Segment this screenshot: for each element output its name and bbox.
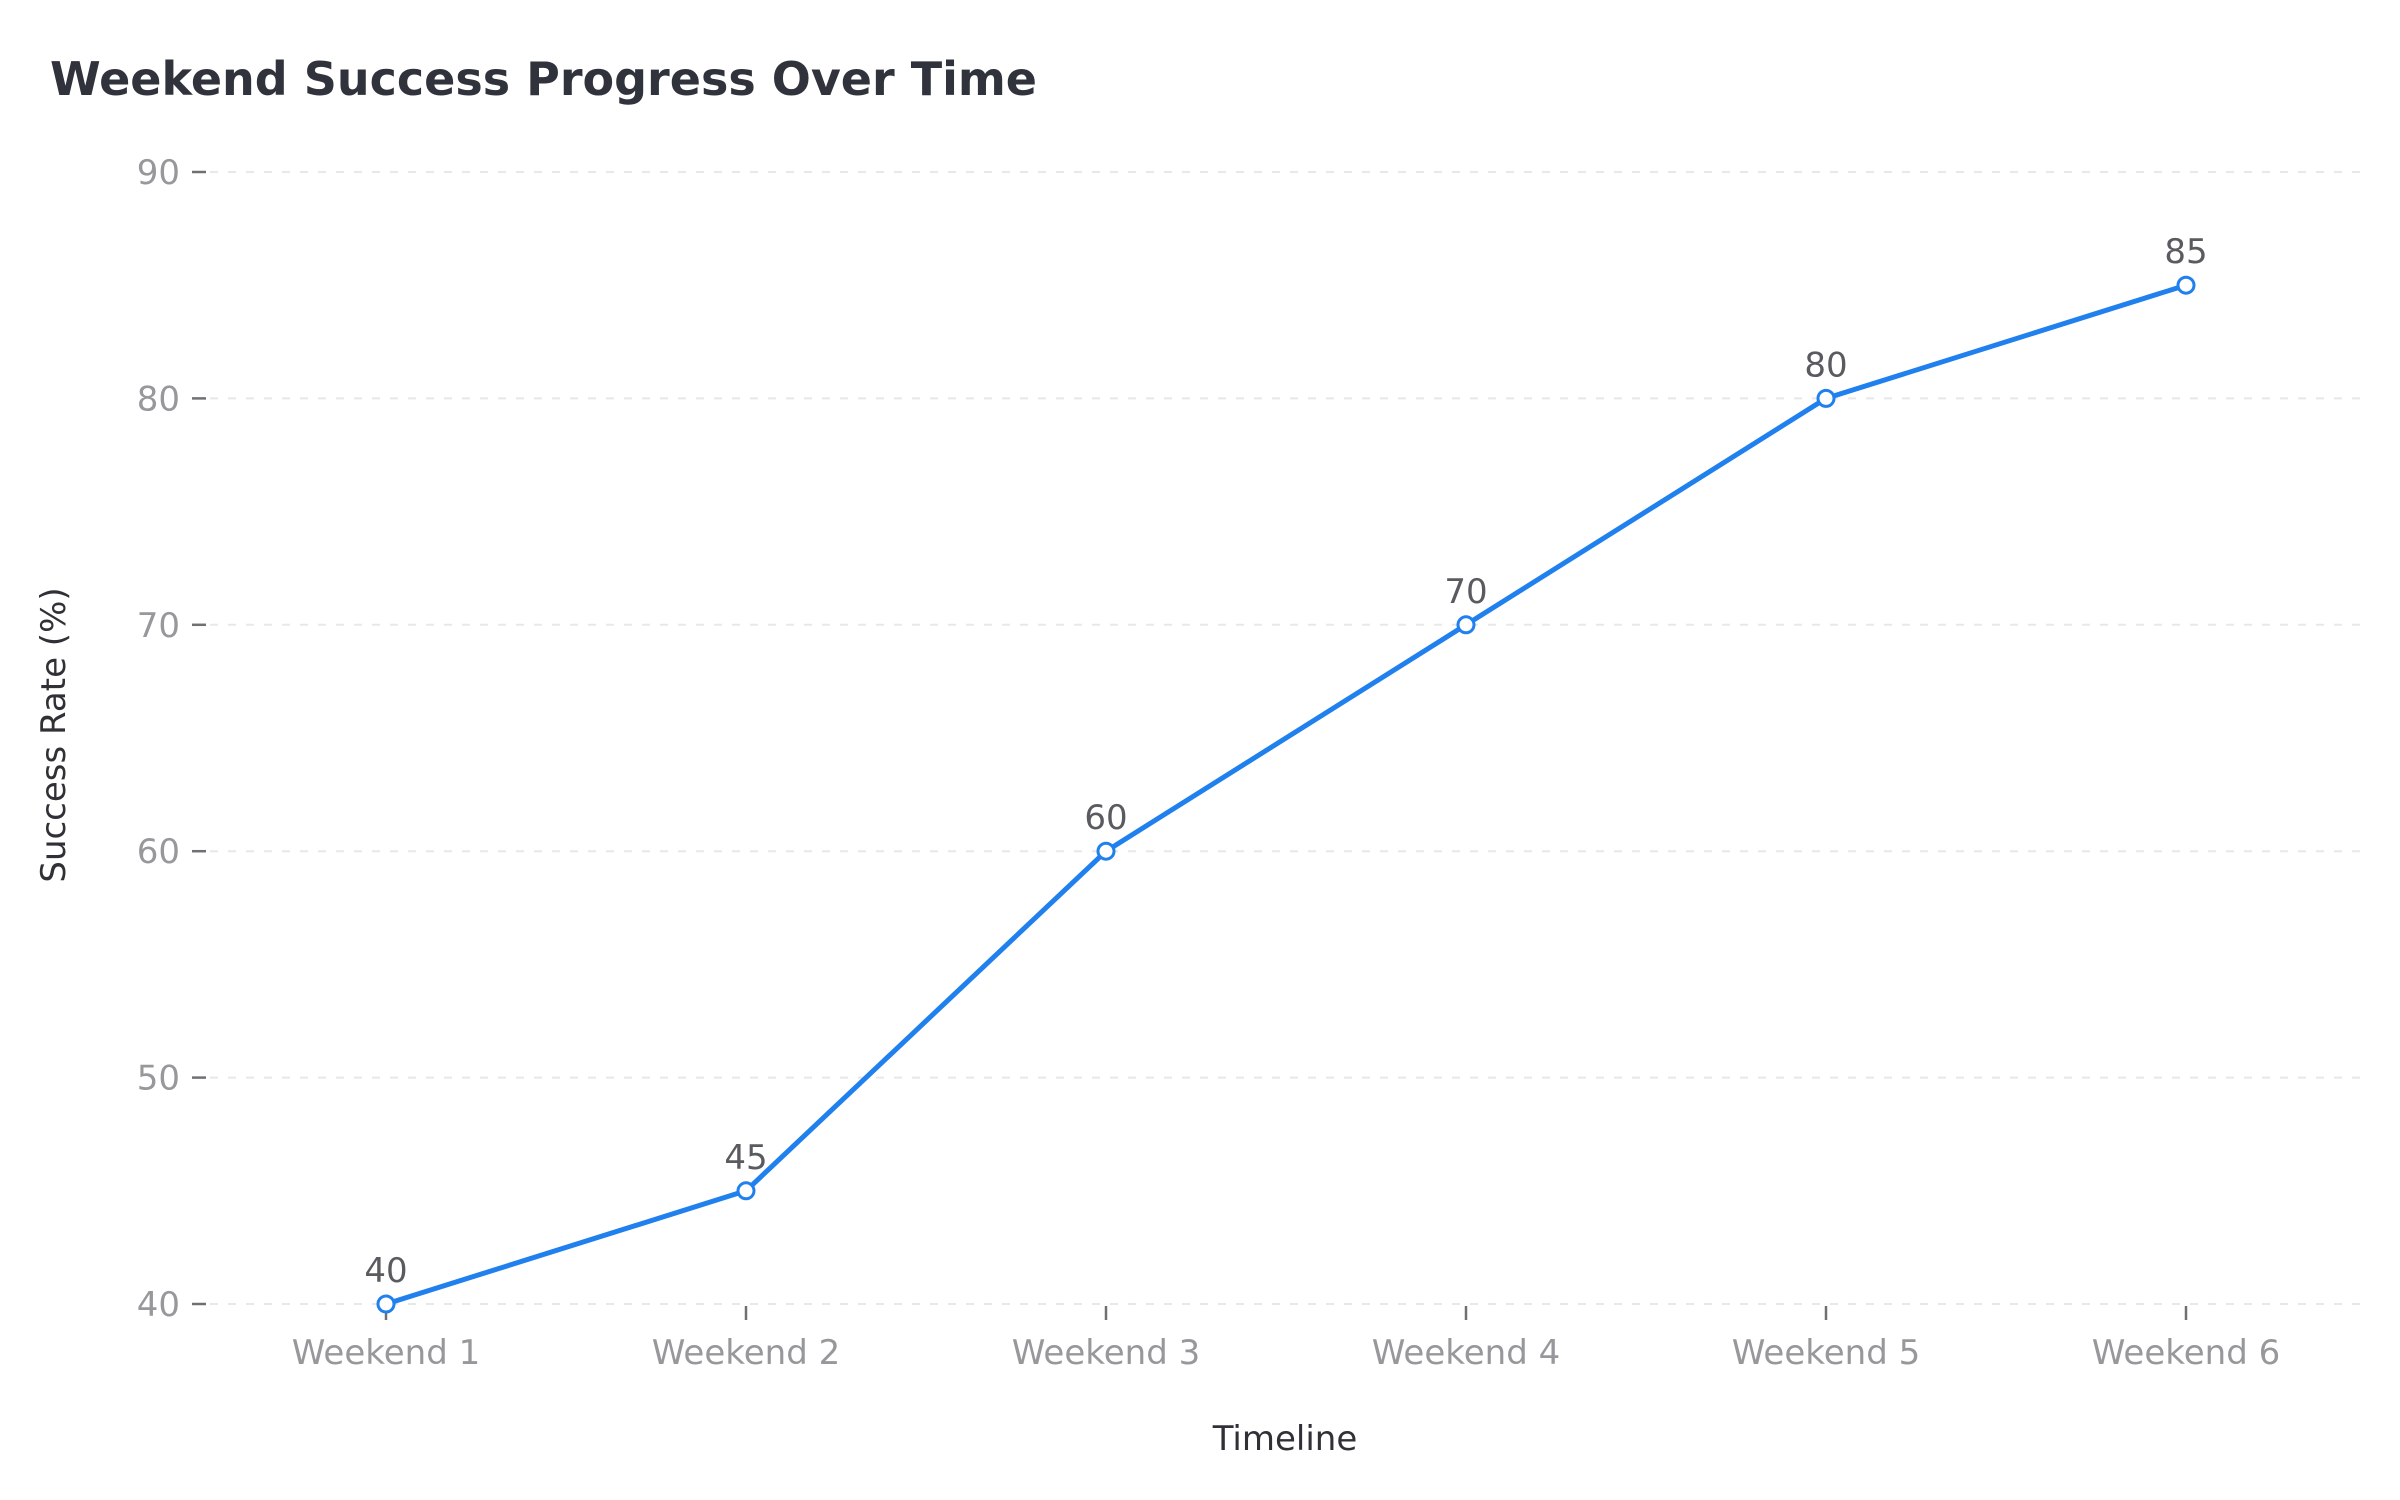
data-point[interactable] bbox=[1096, 841, 1116, 861]
data-point[interactable] bbox=[1816, 388, 1836, 408]
y-tick-label: 50 bbox=[137, 1059, 180, 1099]
chart-title: Weekend Success Progress Over Time bbox=[50, 52, 1037, 106]
x-axis-label: Timeline bbox=[1212, 1419, 1358, 1459]
x-tick-label: Weekend 1 bbox=[292, 1333, 480, 1373]
data-label: 70 bbox=[1444, 572, 1487, 612]
y-tick-label: 80 bbox=[137, 379, 180, 419]
y-axis-label: Success Rate (%) bbox=[34, 587, 74, 882]
y-tick-label: 90 bbox=[137, 153, 180, 193]
x-tick-label: Weekend 2 bbox=[652, 1333, 840, 1373]
x-tick-label: Weekend 4 bbox=[1372, 1333, 1560, 1373]
y-tick-label: 70 bbox=[137, 606, 180, 646]
data-labels: 40 45 60 70 80 85 bbox=[364, 232, 2207, 1291]
data-point[interactable] bbox=[376, 1294, 396, 1314]
data-label: 60 bbox=[1084, 798, 1127, 838]
x-tick-label: Weekend 5 bbox=[1732, 1333, 1920, 1373]
y-tick-label: 60 bbox=[137, 832, 180, 872]
data-label: 80 bbox=[1804, 345, 1847, 385]
data-label: 45 bbox=[724, 1138, 767, 1178]
y-axis-ticks: 40 50 60 70 80 90 bbox=[137, 153, 206, 1325]
x-tick-label: Weekend 6 bbox=[2092, 1333, 2280, 1373]
series-line bbox=[383, 282, 2189, 1307]
data-point[interactable] bbox=[736, 1181, 756, 1201]
x-axis-ticks: Weekend 1 Weekend 2 Weekend 3 Weekend 4 Week… bbox=[292, 1306, 2280, 1373]
y-tick-label: 40 bbox=[137, 1285, 180, 1325]
data-label: 85 bbox=[2164, 232, 2207, 272]
data-point[interactable] bbox=[1456, 615, 1476, 635]
series-group bbox=[376, 275, 2196, 1314]
data-point[interactable] bbox=[2176, 275, 2196, 295]
data-label: 40 bbox=[364, 1251, 407, 1291]
x-tick-label: Weekend 3 bbox=[1012, 1333, 1200, 1373]
